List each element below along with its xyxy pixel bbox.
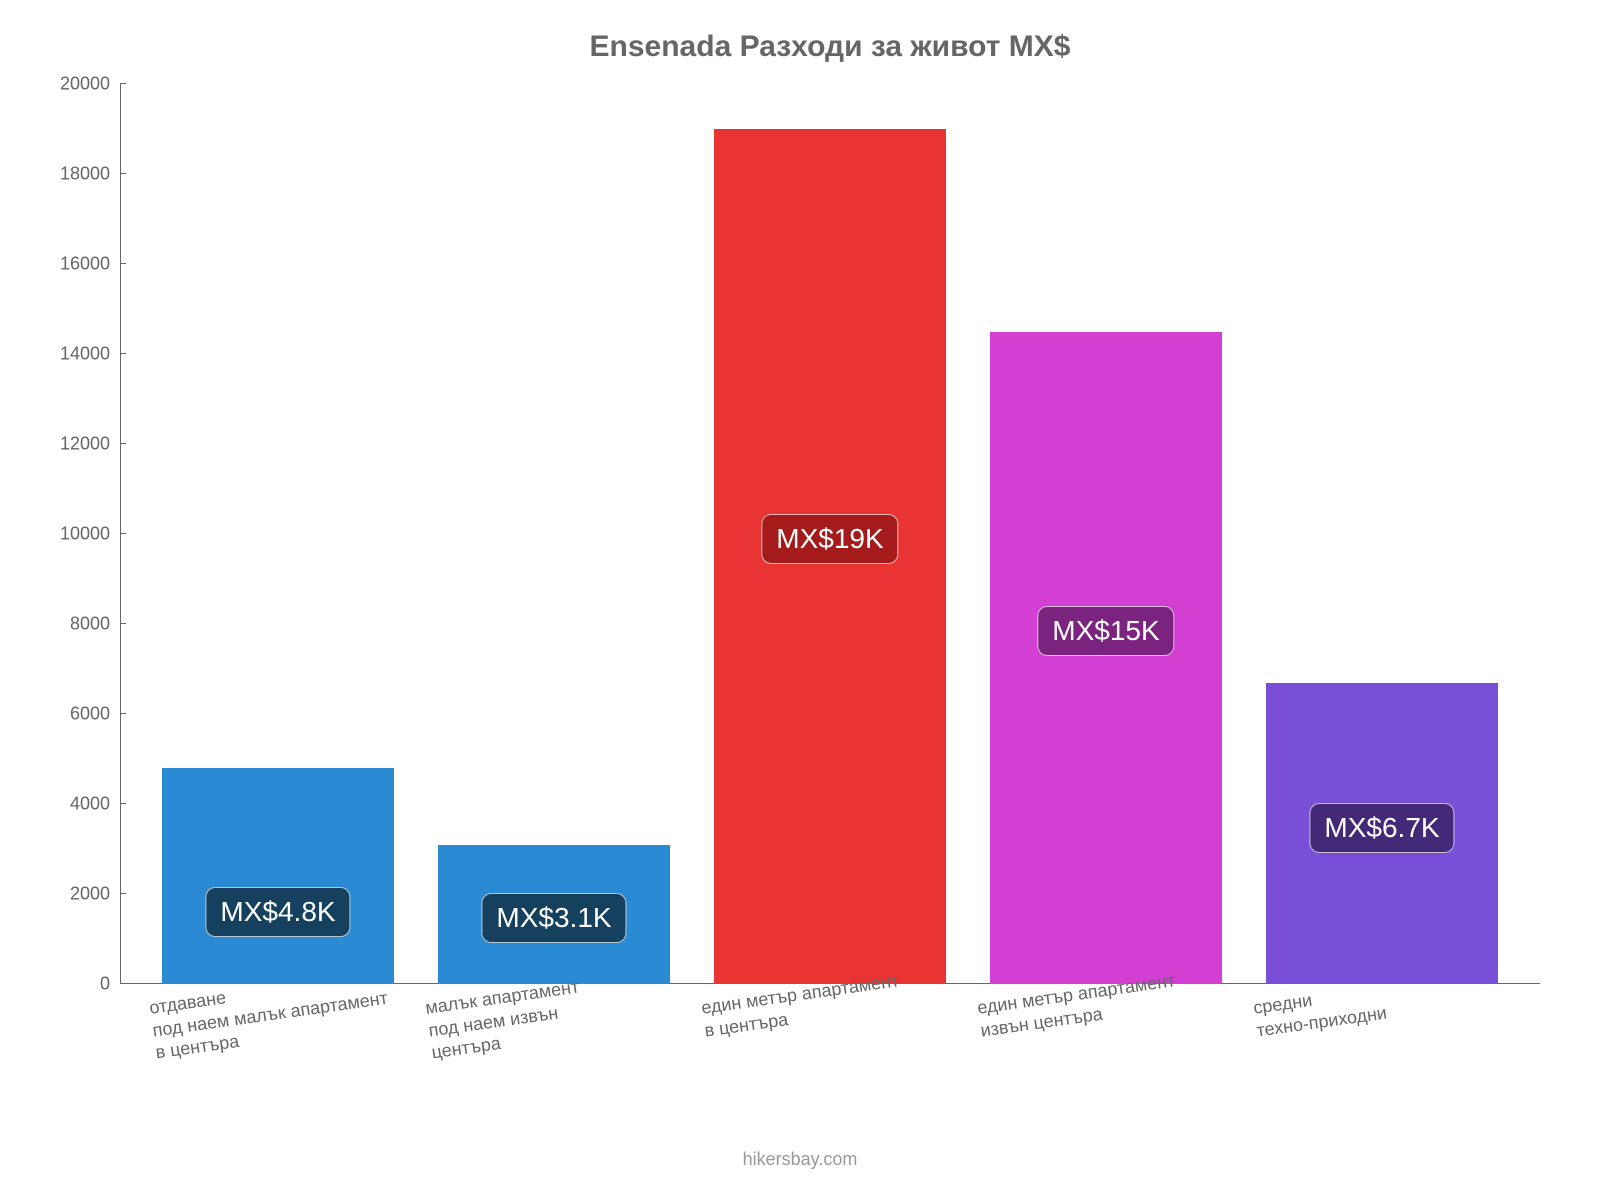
y-tick-label: 14000 [50,344,110,365]
bars-group: MX$4.8K MX$3.1K MX$19K MX$15K MX$6.7K [120,84,1540,984]
y-tick-label: 10000 [50,524,110,545]
y-tick-label: 18000 [50,164,110,185]
bar: MX$6.7K [1266,683,1498,985]
x-axis-labels: отдаване под наем малък апартамент в цен… [120,984,1540,1066]
y-tick-label: 20000 [50,74,110,95]
y-tick-label: 16000 [50,254,110,275]
y-tick-label: 0 [50,974,110,995]
y-tick-label: 8000 [50,614,110,635]
credit-text: hikersbay.com [0,1149,1600,1170]
bar-slot: MX$3.1K [416,84,692,984]
plot-area: 0200040006000800010000120001400016000180… [120,84,1540,984]
bar-slot: MX$19K [692,84,968,984]
chart-container: Ensenada Разходи за живот MX$ 0200040006… [0,0,1600,1200]
y-tick-label: 12000 [50,434,110,455]
bar-slot: MX$4.8K [140,84,416,984]
chart-title: Ensenada Разходи за живот MX$ [120,30,1540,64]
value-badge: MX$15K [1037,606,1174,656]
y-axis: 0200040006000800010000120001400016000180… [50,84,110,984]
value-badge: MX$19K [761,514,898,564]
bar: MX$15K [990,332,1222,985]
y-tick-label: 2000 [50,884,110,905]
value-badge: MX$3.1K [481,893,626,943]
value-badge: MX$4.8K [205,887,350,937]
y-tick-label: 6000 [50,704,110,725]
bar-slot: MX$6.7K [1244,84,1520,984]
y-tick-label: 4000 [50,794,110,815]
bar: MX$4.8K [162,768,394,984]
value-badge: MX$6.7K [1309,803,1454,853]
bar-slot: MX$15K [968,84,1244,984]
bar: MX$19K [714,129,946,984]
